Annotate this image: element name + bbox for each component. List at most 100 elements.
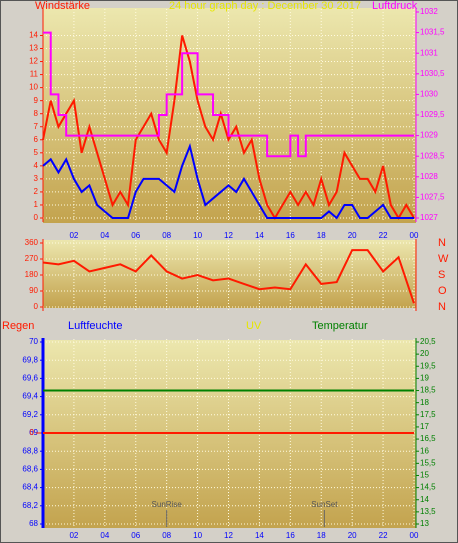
x-tick-label: 06 [131, 531, 140, 540]
y2-tick-label: 1032 [420, 7, 438, 16]
x-tick-label: 16 [286, 231, 295, 240]
x-tick-label: 02 [69, 231, 78, 240]
x-tick-label: 20 [348, 531, 357, 540]
y-tick-label: 180 [25, 270, 39, 279]
y2-tick-label: 14,5 [420, 483, 436, 492]
y2-tick-label: 1030 [420, 90, 438, 99]
y2-tick-label: 15,5 [420, 458, 436, 467]
y2-tick-label: 1027,5 [420, 193, 445, 202]
y2-tick-label: 18 [420, 398, 429, 407]
series-line [43, 31, 414, 158]
x-tick-label: 08 [162, 231, 171, 240]
legend-label: Temperatur [312, 320, 368, 332]
y2-tick-label: 1031 [420, 48, 438, 57]
y-tick-label: 13 [29, 44, 38, 53]
y-tick-label: 8 [34, 109, 39, 118]
series-line [42, 35, 415, 220]
y-tick-label: 69,4 [22, 392, 38, 401]
y-tick-label: 12 [29, 57, 38, 66]
annotation: SunRise [152, 500, 183, 509]
y2-tick-label: 20,5 [420, 337, 436, 346]
direction-label: O [438, 285, 447, 297]
y-tick-label: 68,8 [22, 446, 38, 455]
direction-label: W [438, 253, 449, 265]
y2-tick-label: 18,5 [420, 386, 436, 395]
y-tick-label: 0 [34, 213, 39, 222]
y2-tick-label: 1028,5 [420, 151, 445, 160]
y2-tick-label: 1029,5 [420, 110, 445, 119]
y3-tick-label: 0 [30, 428, 35, 437]
y-tick-label: 68,4 [22, 483, 38, 492]
direction-label: N [438, 237, 446, 249]
y-tick-label: 5 [34, 148, 39, 157]
y2-tick-label: 15 [420, 471, 429, 480]
y2-tick-label: 1027 [420, 213, 438, 222]
y-tick-label: 0 [34, 302, 39, 311]
x-tick-label: 14 [255, 531, 264, 540]
x-tick-label: 10 [193, 231, 202, 240]
x-tick-label: 22 [379, 231, 388, 240]
x-tick-label: 18 [317, 531, 326, 540]
y2-tick-label: 19 [420, 374, 429, 383]
annotation: SunSet [311, 500, 338, 509]
y2-tick-label: 1031,5 [420, 28, 445, 37]
y2-tick-label: 16 [420, 446, 429, 455]
axis-title: Windstärke [35, 0, 90, 12]
x-tick-label: 02 [69, 531, 78, 540]
y2-tick-label: 17 [420, 422, 429, 431]
y-tick-label: 10 [29, 83, 38, 92]
series-line [42, 142, 414, 220]
x-tick-label: 04 [100, 531, 109, 540]
y-tick-label: 4 [34, 161, 39, 170]
y-tick-label: 360 [25, 238, 39, 247]
axis-title: Luftdruck [372, 0, 418, 12]
y-tick-label: 69,2 [22, 410, 38, 419]
y-tick-label: 3 [34, 174, 39, 183]
x-tick-label: 00 [410, 531, 419, 540]
x-tick-label: 00 [410, 231, 419, 240]
series-line [42, 249, 415, 304]
y-tick-label: 1 [34, 200, 39, 209]
direction-label: S [438, 269, 445, 281]
y2-tick-label: 1028 [420, 172, 438, 181]
x-tick-label: 20 [348, 231, 357, 240]
y-tick-label: 7 [34, 122, 39, 131]
y2-tick-label: 19,5 [420, 361, 436, 370]
x-tick-label: 04 [100, 231, 109, 240]
y-tick-label: 68,6 [22, 465, 38, 474]
x-tick-label: 22 [379, 531, 388, 540]
y-tick-label: 69,8 [22, 355, 38, 364]
x-tick-label: 12 [224, 231, 233, 240]
x-tick-label: 12 [224, 531, 233, 540]
legend-label: UV [246, 320, 262, 332]
y-tick-label: 70 [29, 337, 38, 346]
y2-tick-label: 13,5 [420, 507, 436, 516]
y-tick-label: 2 [34, 187, 39, 196]
y-tick-label: 9 [34, 96, 39, 105]
y-tick-label: 68 [29, 519, 38, 528]
y-tick-label: 14 [29, 31, 38, 40]
y2-tick-label: 16,5 [420, 434, 436, 443]
y2-tick-label: 14 [420, 495, 429, 504]
y-tick-label: 90 [29, 286, 38, 295]
y2-tick-label: 17,5 [420, 410, 436, 419]
y2-tick-label: 1030,5 [420, 69, 445, 78]
y2-tick-label: 20 [420, 349, 429, 358]
y-tick-label: 270 [25, 254, 39, 263]
y-tick-label: 11 [30, 70, 39, 79]
y-tick-label: 6 [34, 135, 39, 144]
legend-label: Regen [2, 320, 34, 332]
y-tick-label: 69 [29, 428, 38, 437]
y-tick-label: 68,2 [22, 501, 38, 510]
x-tick-label: 10 [193, 531, 202, 540]
legend-label: Luftfeuchte [68, 320, 122, 332]
direction-label: N [438, 301, 446, 313]
x-tick-label: 14 [255, 231, 264, 240]
x-tick-label: 06 [131, 231, 140, 240]
chart-title: 24 hour graph day : December 30 2017 [169, 0, 361, 12]
x-tick-label: 16 [286, 531, 295, 540]
y2-tick-label: 13 [420, 519, 429, 528]
y-tick-label: 69,6 [22, 374, 38, 383]
y2-tick-label: 1029 [420, 131, 438, 140]
